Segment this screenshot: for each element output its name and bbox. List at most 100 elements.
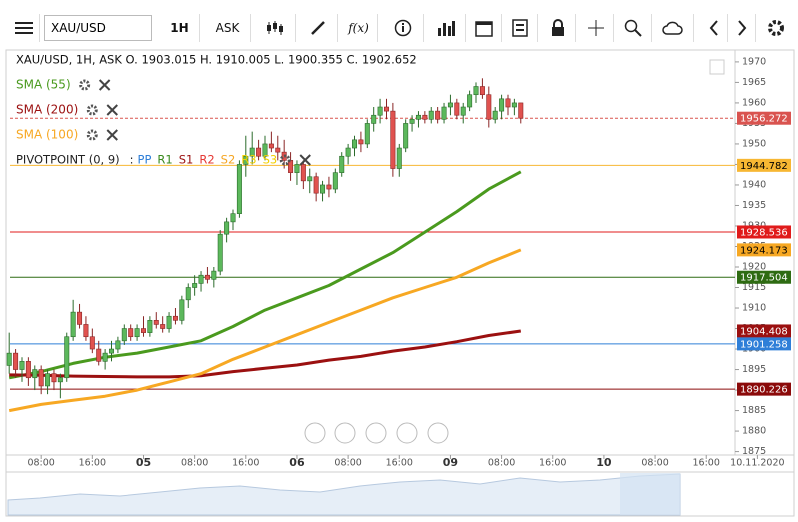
candles xyxy=(6,78,524,399)
candle-body xyxy=(422,114,428,120)
candle-body xyxy=(415,114,421,120)
x-tick-label: 08:00 xyxy=(27,458,54,469)
price-badge-label: 1890.226 xyxy=(740,385,788,396)
candle-body xyxy=(262,143,268,157)
y-tick-label: 1895 xyxy=(742,364,766,375)
candle-body xyxy=(6,352,12,366)
reset-button[interactable] xyxy=(365,422,387,444)
price-badge xyxy=(737,158,791,172)
y-tick-label: 1950 xyxy=(742,138,766,149)
remove-icon[interactable] xyxy=(98,79,111,91)
candle-body xyxy=(345,147,351,157)
candle-body xyxy=(377,106,383,116)
x-tick-label: 16:00 xyxy=(386,458,413,469)
menu-button[interactable] xyxy=(8,14,40,42)
forward-button[interactable] xyxy=(728,14,756,42)
candle-body xyxy=(96,348,102,362)
bars-icon xyxy=(437,21,455,36)
y-tick-label: 1965 xyxy=(742,77,766,88)
x-tick-label: 05 xyxy=(136,456,151,469)
navigator-window[interactable] xyxy=(620,473,680,515)
y-tick-label: 1885 xyxy=(742,405,766,416)
info-icon xyxy=(394,19,411,37)
candle-body xyxy=(153,320,159,325)
crosshair-button[interactable] xyxy=(578,14,614,42)
side-button[interactable]: ASK xyxy=(205,14,251,42)
candle-body xyxy=(288,160,294,173)
scroll-left-button[interactable] xyxy=(304,422,326,444)
lock-button[interactable] xyxy=(540,14,576,42)
candle-body xyxy=(115,340,121,350)
interval-button[interactable]: 1H xyxy=(160,14,200,42)
scroll-right-button[interactable] xyxy=(427,422,449,444)
x-tick-label: 16:00 xyxy=(232,458,259,469)
report-button[interactable] xyxy=(502,14,538,42)
candle-body xyxy=(38,369,44,387)
draw-button[interactable] xyxy=(298,14,338,42)
candle-body xyxy=(160,324,166,329)
x-tick-label: 09 xyxy=(443,456,458,469)
y-tick-label: 1940 xyxy=(742,179,766,190)
candle-body xyxy=(192,283,198,288)
candle-body xyxy=(505,98,511,108)
price-badge-label: 1901.258 xyxy=(740,339,788,350)
remove-icon[interactable] xyxy=(106,104,118,116)
candle-body xyxy=(64,336,70,379)
zoom-in-button[interactable] xyxy=(396,422,418,444)
settings-icon[interactable] xyxy=(279,154,291,166)
candle-body xyxy=(435,110,441,120)
x-tick-label: 08:00 xyxy=(334,458,361,469)
candle-body xyxy=(217,233,223,272)
remove-icon[interactable] xyxy=(106,129,118,141)
indicator-button[interactable]: f(x) xyxy=(340,14,378,42)
remove-icon[interactable] xyxy=(299,154,311,166)
zoom-button[interactable] xyxy=(614,14,652,42)
price-badge-label: 1904.408 xyxy=(740,326,788,337)
ohlc-info: XAU/USD, 1H, ASK O. 1903.015 H. 1910.005… xyxy=(16,53,417,67)
toolbar: XAU/USD 1H ASK f(x) xyxy=(0,0,798,48)
pivot-level: R1 xyxy=(157,153,172,167)
pivot-label: PIVOTPOINT (0, 9) xyxy=(16,153,120,167)
y-tick-label: 1915 xyxy=(742,282,766,293)
settings-icon[interactable] xyxy=(86,129,98,141)
candle-body xyxy=(70,311,76,338)
candle-body xyxy=(77,311,83,325)
y-tick-label: 1880 xyxy=(742,426,766,437)
symbol-input[interactable]: XAU/USD xyxy=(44,15,152,41)
zoom-out-button[interactable] xyxy=(334,422,356,444)
candle-body xyxy=(256,147,262,157)
pivot-level: R3 xyxy=(241,153,256,167)
candle-body xyxy=(45,373,51,387)
doc-icon xyxy=(511,19,528,37)
x-tick-label: 16:00 xyxy=(539,458,566,469)
chart-type-button[interactable] xyxy=(254,14,296,42)
price-badge-label: 1944.782 xyxy=(740,161,788,172)
settings-button[interactable] xyxy=(760,14,792,42)
volume-button[interactable] xyxy=(426,14,466,42)
candle-body xyxy=(25,361,31,379)
candle-body xyxy=(294,164,300,173)
calendar-button[interactable] xyxy=(466,14,502,42)
settings-icon[interactable] xyxy=(86,104,98,116)
candle-body xyxy=(364,123,370,145)
candle-body xyxy=(166,315,172,329)
info-button[interactable] xyxy=(382,14,424,42)
expand-icon[interactable] xyxy=(709,59,725,75)
back-button[interactable] xyxy=(700,14,728,42)
pivot-level: S3 xyxy=(263,153,278,167)
pivot-level: R2 xyxy=(199,153,214,167)
candle-body xyxy=(300,164,306,182)
calendar-icon xyxy=(474,21,493,37)
y-tick-label: 1935 xyxy=(742,200,766,211)
candle-body xyxy=(172,315,178,321)
candle-body xyxy=(403,123,409,149)
settings-icon[interactable] xyxy=(79,79,91,91)
candle-body xyxy=(460,106,466,116)
price-badge-label: 1956.272 xyxy=(740,114,788,125)
candle-body xyxy=(147,320,153,333)
chart-frame xyxy=(5,49,795,517)
cloud-button[interactable] xyxy=(652,14,694,42)
candle-body xyxy=(511,102,517,108)
price-badge xyxy=(737,225,791,239)
